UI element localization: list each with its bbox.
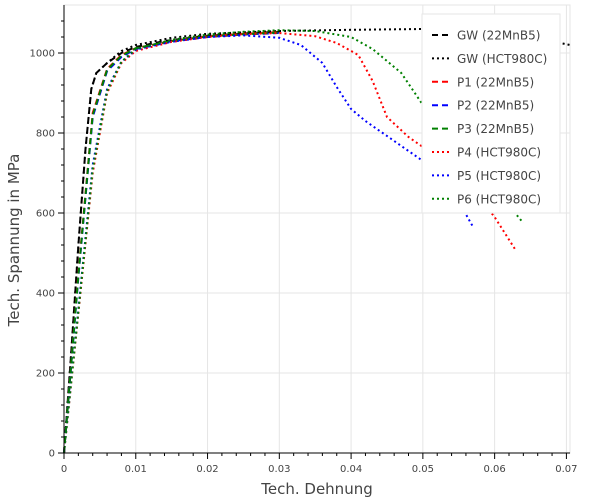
legend-label-7: P5 (HCT980C) xyxy=(457,169,541,183)
y-tick-label: 0 xyxy=(49,449,55,460)
y-tick-label: 800 xyxy=(36,129,55,140)
legend-label-5: P3 (22MnB5) xyxy=(457,122,534,136)
y-axis-label: Tech. Spannung in MPa xyxy=(5,154,23,328)
series-line-8 xyxy=(63,29,525,454)
series-line-2 xyxy=(63,27,571,454)
x-tick-label: 0.06 xyxy=(484,464,506,475)
x-tick-label: 0.02 xyxy=(196,464,218,475)
x-tick-label: 0.03 xyxy=(268,464,290,475)
y-tick-label: 1000 xyxy=(30,49,55,60)
legend-label-2: GW (HCT980C) xyxy=(457,52,547,66)
y-tick-label: 400 xyxy=(36,289,55,300)
legend-label-4: P2 (22MnB5) xyxy=(457,99,534,113)
axes: 0 0.01 0.02 0.03 0.04 0.05 0.06 0.07 0 200 400 600 8… xyxy=(30,20,578,475)
legend: GW (22MnB5) GW (HCT980C) P1 (22MnB5) P2 (22… xyxy=(421,13,561,214)
legend-box xyxy=(421,13,561,214)
y-tick-label: 200 xyxy=(36,369,55,380)
x-axis-label: Tech. Dehnung xyxy=(260,480,372,498)
x-tick-label: 0 xyxy=(61,464,67,475)
legend-label-6: P4 (HCT980C) xyxy=(457,146,541,160)
x-tick-label: 0.05 xyxy=(412,464,434,475)
x-tick-label: 0.01 xyxy=(125,464,147,475)
x-tick-label: 0.04 xyxy=(340,464,362,475)
legend-label-3: P1 (22MnB5) xyxy=(457,75,534,89)
y-tick-label: 600 xyxy=(36,209,55,220)
legend-label-1: GW (22MnB5) xyxy=(457,29,540,43)
legend-label-8: P6 (HCT980C) xyxy=(457,192,541,206)
x-tick-label: 0.07 xyxy=(555,464,577,475)
